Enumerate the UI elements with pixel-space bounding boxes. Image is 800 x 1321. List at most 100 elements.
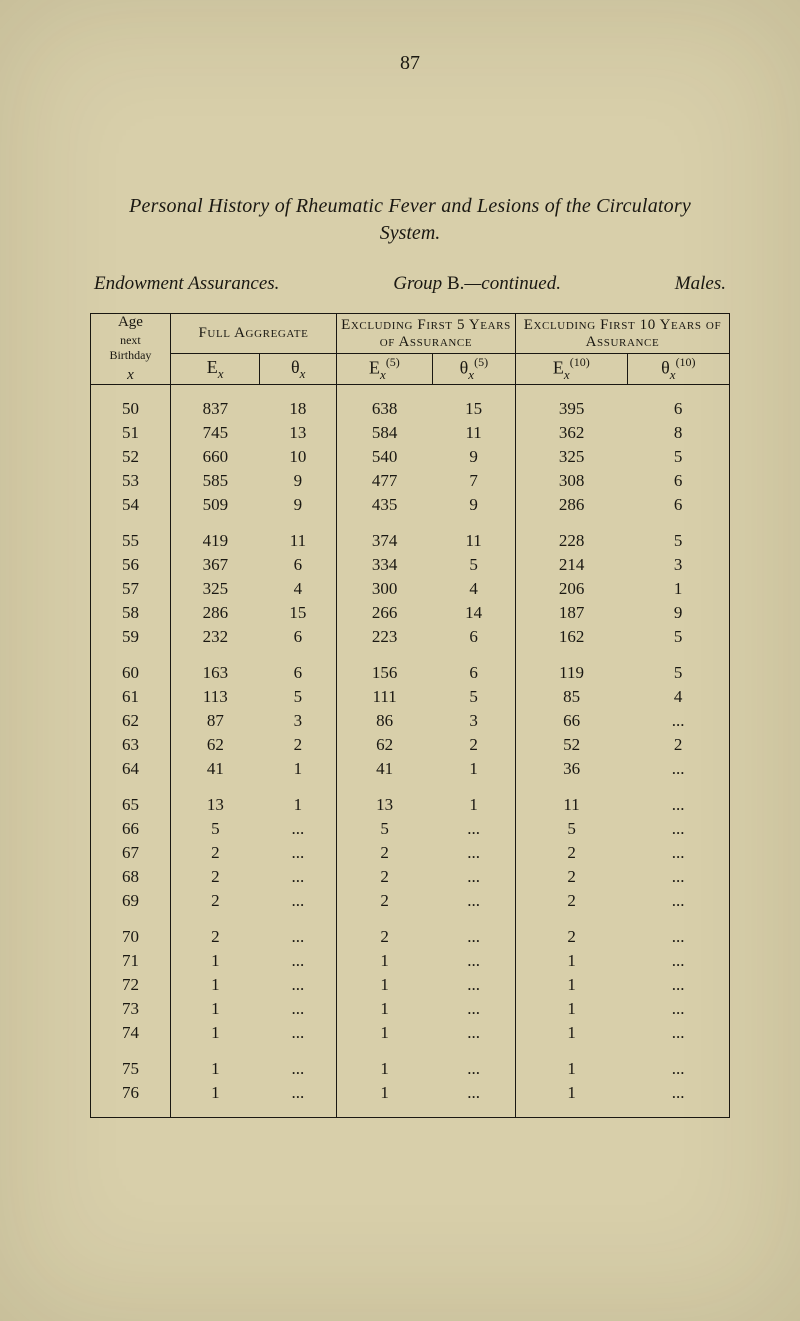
table-row: 731...1...1... [91, 997, 730, 1021]
table-cell: 395 [515, 397, 627, 421]
table-gap-cell [170, 781, 259, 793]
col-head-Ex5: Ex(5) [337, 354, 433, 385]
table-cell: ... [627, 793, 729, 817]
table-cell: ... [260, 997, 337, 1021]
table-gap-cell [515, 1105, 627, 1118]
table-cell: 4 [432, 577, 515, 601]
sym-sup-5: (5) [474, 355, 488, 369]
table-body: 5083718638153956517451358411362852660105… [91, 385, 730, 1118]
table-gap-cell [260, 781, 337, 793]
table-gap-cell [170, 1105, 259, 1118]
table-row: 53585947773086 [91, 469, 730, 493]
table-cell: 266 [337, 601, 433, 625]
table-cell: 745 [170, 421, 259, 445]
table-cell: 14 [432, 601, 515, 625]
table-gap-cell [432, 913, 515, 925]
table-cell: 837 [170, 397, 259, 421]
table-cell: 1 [170, 1057, 259, 1081]
table-cell: 509 [170, 493, 259, 517]
col-head-thetax10: θx(10) [627, 354, 729, 385]
table-cell: 2 [170, 865, 259, 889]
col-head-Ex: Ex [170, 354, 259, 385]
table-cell: 584 [337, 421, 433, 445]
table-gap-cell [260, 385, 337, 398]
subtitle-row: Endowment Assurances. Group B.—continued… [90, 273, 730, 295]
table-cell: 2 [337, 925, 433, 949]
table-cell: 66 [91, 817, 171, 841]
table-cell: 4 [260, 577, 337, 601]
table-gap-cell [627, 385, 729, 398]
sym-E: E [553, 358, 564, 378]
table-cell: 2 [432, 733, 515, 757]
title-line-2: System. [90, 222, 730, 245]
table-row: 751...1...1... [91, 1057, 730, 1081]
table-gap-cell [170, 385, 259, 398]
table-gap-cell [91, 649, 171, 661]
table-cell: 206 [515, 577, 627, 601]
table-cell: 2 [170, 841, 259, 865]
table-gap-cell [91, 1105, 171, 1118]
table-cell: 5 [260, 685, 337, 709]
table-cell: 111 [337, 685, 433, 709]
table-cell: 1 [260, 793, 337, 817]
sym-E: E [207, 357, 218, 377]
table-cell: 1 [337, 949, 433, 973]
table-gap-row [91, 913, 730, 925]
age-head-var: x [91, 367, 170, 384]
table-cell: ... [627, 865, 729, 889]
table-cell: 6 [627, 469, 729, 493]
col-head-thetax: θx [260, 354, 337, 385]
table-cell: 367 [170, 553, 259, 577]
table-cell: ... [432, 817, 515, 841]
table-cell: 71 [91, 949, 171, 973]
table-cell: 2 [337, 841, 433, 865]
table-gap-cell [260, 1045, 337, 1057]
sym-theta: θ [460, 358, 469, 378]
table-cell: 187 [515, 601, 627, 625]
table-gap-cell [91, 517, 171, 529]
table-gap-cell [627, 913, 729, 925]
col-head-excl-5: Excluding First 5 Years of Assurance [337, 314, 516, 354]
sym-theta: θ [661, 358, 670, 378]
page-number: 87 [90, 52, 730, 75]
table-gap-cell [170, 517, 259, 529]
table-cell: ... [627, 973, 729, 997]
table-gap-row [91, 781, 730, 793]
table-cell: 419 [170, 529, 259, 553]
table-gap-cell [91, 781, 171, 793]
table-cell: 435 [337, 493, 433, 517]
table-cell: 300 [337, 577, 433, 601]
table-cell: 62 [170, 733, 259, 757]
table-gap-cell [515, 913, 627, 925]
table-cell: 11 [432, 529, 515, 553]
table-cell: 75 [91, 1057, 171, 1081]
age-head-mid: next [91, 333, 170, 348]
table-cell: 52 [91, 445, 171, 469]
table-cell: 228 [515, 529, 627, 553]
table-cell: 374 [337, 529, 433, 553]
table-cell: 1 [170, 1081, 259, 1105]
table-gap-cell [337, 385, 433, 398]
table-cell: ... [627, 889, 729, 913]
table-gap-cell [627, 1045, 729, 1057]
table-cell: 6 [627, 493, 729, 517]
sym-sup-5: (5) [386, 355, 400, 369]
table-gap-cell [337, 1105, 433, 1118]
table-row: 721...1...1... [91, 973, 730, 997]
table-row: 6441141136... [91, 757, 730, 781]
table-cell: 2 [515, 925, 627, 949]
table-cell: 5 [432, 685, 515, 709]
table-row: 682...2...2... [91, 865, 730, 889]
table-row: 672...2...2... [91, 841, 730, 865]
sym-sub-x: x [218, 366, 224, 381]
table-cell: 5 [627, 529, 729, 553]
table-cell: 87 [170, 709, 259, 733]
table-cell: 1 [515, 1057, 627, 1081]
table-cell: 1 [515, 1021, 627, 1045]
table-cell: 2 [515, 841, 627, 865]
table-gap-row [91, 1105, 730, 1118]
table-cell: 9 [432, 445, 515, 469]
table-gap-cell [170, 913, 259, 925]
table-gap-cell [627, 649, 729, 661]
data-table: Age next Birthday x Full Aggregate Exclu… [90, 313, 730, 1118]
